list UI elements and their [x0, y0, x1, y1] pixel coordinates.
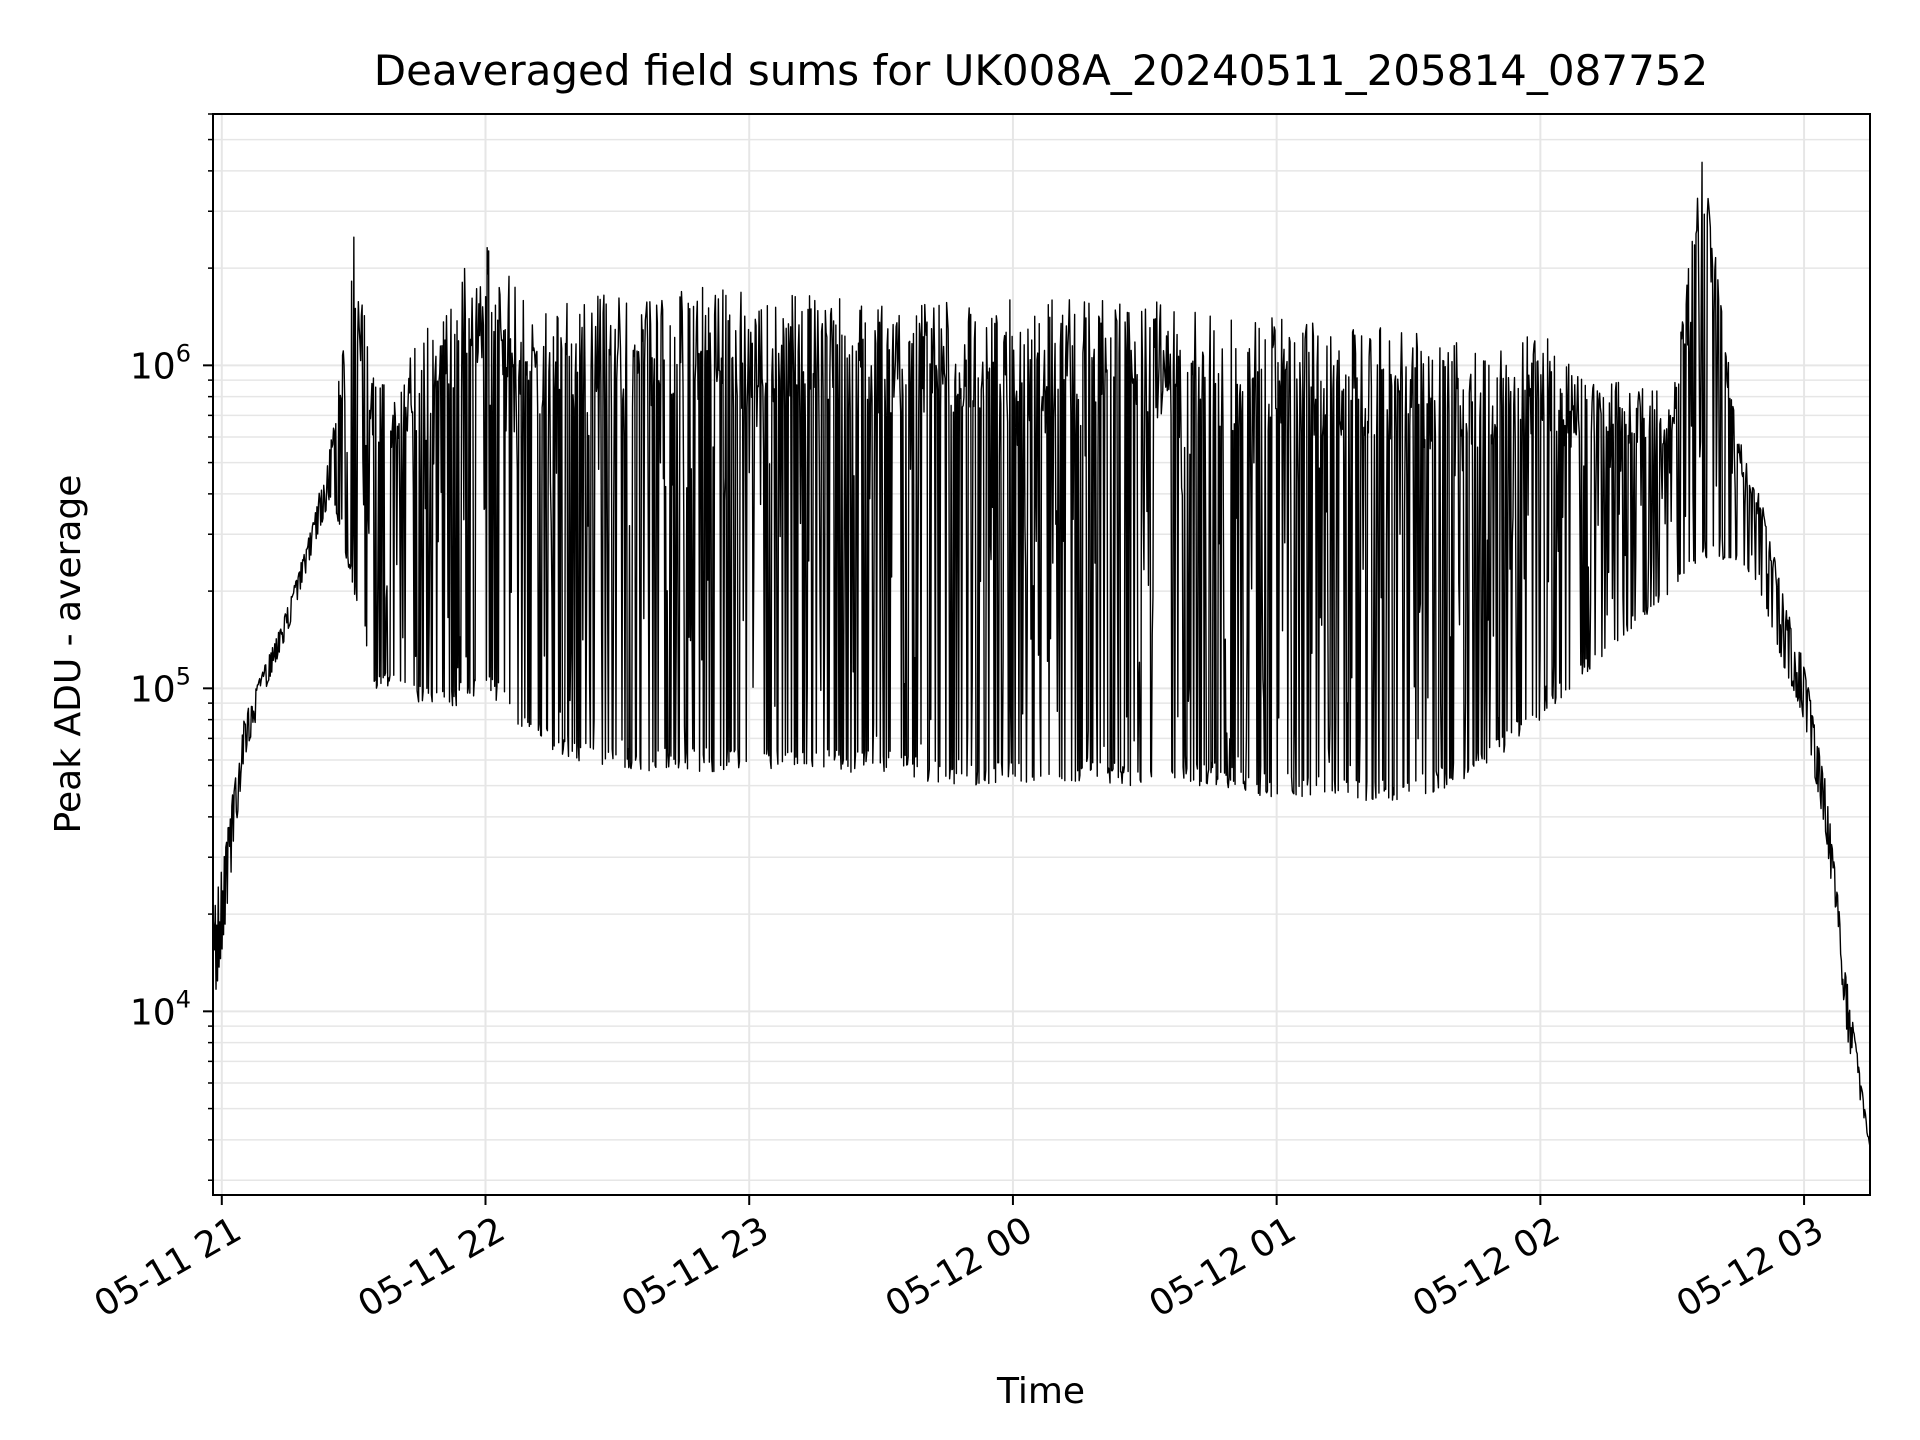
x-tick-label: 05-12 02: [1406, 1209, 1567, 1325]
y-axis-label: Peak ADU - average: [48, 475, 89, 834]
x-tick-label: 05-12 00: [879, 1209, 1040, 1325]
y-ticks: 104 105 106: [130, 113, 213, 1181]
series-line: [212, 161, 1871, 1148]
x-tick-label: 05-11 22: [351, 1209, 512, 1325]
series: [212, 161, 1871, 1148]
x-tick-label: 05-12 03: [1670, 1209, 1831, 1325]
x-ticks: 05-11 21 05-11 22 05-11 23 05-12 00 05-12 01…: [88, 1195, 1831, 1326]
y-tick-label: 104: [130, 985, 191, 1033]
x-tick-label: 05-12 01: [1142, 1209, 1303, 1325]
y-tick-label: 106: [130, 339, 191, 387]
chart-title: Deaveraged field sums for UK008A_2024051…: [374, 46, 1708, 95]
x-axis-label: Time: [996, 1371, 1085, 1412]
x-tick-label: 05-11 23: [615, 1209, 776, 1325]
plot-frame: [212, 113, 1871, 1196]
y-tick-label: 105: [130, 662, 191, 710]
x-tick-label: 05-11 21: [88, 1209, 249, 1325]
